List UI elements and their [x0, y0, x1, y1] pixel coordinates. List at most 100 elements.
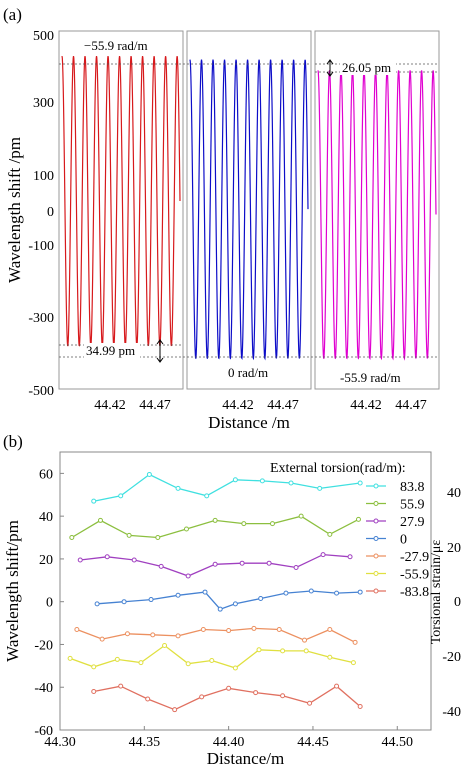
data-point — [226, 685, 232, 691]
x-tick-label: 44.47 — [395, 398, 427, 413]
series-27.9 — [77, 552, 353, 579]
data-point — [327, 654, 333, 660]
data-point — [253, 690, 259, 696]
legend-entry: 27.9 — [366, 515, 425, 530]
panel-b-x-axis-label: Distance/m — [207, 749, 284, 768]
panel-b-right-ticks: 40 20 0 -20 -40 — [442, 486, 461, 720]
series--27.9 — [74, 625, 358, 645]
data-point — [175, 633, 181, 639]
y-tick-label: 40 — [39, 510, 53, 525]
panel-a-y-axis-label: Wavelength shift /pm — [5, 137, 24, 283]
annotation-bg — [84, 343, 140, 358]
y-tick-label: -300 — [28, 311, 54, 326]
panel-b-series — [67, 471, 363, 713]
series-line — [97, 590, 361, 610]
data-point — [94, 601, 100, 607]
data-point — [280, 648, 286, 654]
data-point — [148, 597, 154, 603]
legend-marker — [373, 588, 379, 594]
data-point — [212, 517, 218, 523]
data-point — [347, 554, 353, 560]
legend-marker — [373, 571, 379, 576]
torsion-label-left: −55.9 rad/m — [84, 38, 148, 53]
data-point — [352, 639, 358, 645]
data-point — [350, 660, 356, 666]
data-point — [280, 693, 286, 699]
right-tick-label: 20 — [447, 541, 461, 556]
x-tick-label: 44.45 — [297, 735, 329, 750]
legend-entry: -83.8 — [366, 585, 429, 600]
data-point — [121, 599, 127, 605]
shift-label-34-99: 34.99 pm — [86, 343, 135, 358]
legend-entry: -55.9 — [366, 568, 429, 583]
x-tick-label: 44.50 — [382, 735, 414, 750]
torsion-label-middle: 0 rad/m — [228, 365, 268, 380]
data-point — [145, 696, 151, 702]
data-point — [288, 480, 294, 486]
data-point — [307, 700, 313, 706]
legend-marker — [373, 536, 379, 541]
x-tick-label: 44.47 — [139, 398, 171, 413]
legend-entry: 83.8 — [366, 480, 425, 495]
data-point — [199, 694, 205, 700]
data-point — [259, 478, 265, 484]
legend-label: -83.8 — [400, 585, 429, 600]
legend-entry: 0 — [366, 533, 407, 548]
data-point — [232, 601, 238, 607]
shift-label-26-05: 26.05 pm — [342, 60, 391, 75]
data-point — [150, 632, 156, 638]
subplot-middle-frame — [186, 30, 312, 390]
wave-line-right — [317, 70, 437, 361]
y-tick-label: 300 — [33, 96, 54, 111]
data-point — [212, 561, 218, 567]
data-point — [138, 660, 144, 666]
data-point — [327, 531, 333, 537]
panel-b-label: (b) — [3, 432, 23, 451]
legend-label: -27.9 — [400, 550, 429, 565]
y-tick-label: 20 — [39, 553, 53, 568]
data-point — [131, 557, 137, 563]
y-tick-label: -500 — [28, 384, 54, 399]
legend-marker — [373, 483, 379, 489]
panel-a-arrows — [156, 59, 334, 363]
data-point — [269, 521, 275, 527]
data-point — [158, 563, 164, 569]
x-tick-label: 44.42 — [350, 398, 382, 413]
data-point — [91, 689, 97, 695]
panel-a-annotations: −55.9 rad/m 34.99 pm 0 rad/m 26.05 pm -5… — [81, 38, 401, 385]
data-point — [217, 606, 223, 612]
x-tick-label: 44.35 — [129, 735, 161, 750]
data-point — [256, 647, 262, 653]
x-tick-label: 44.42 — [94, 398, 126, 413]
data-point — [232, 665, 238, 671]
data-point — [232, 477, 238, 483]
y-tick-label: 60 — [39, 467, 53, 482]
panel-a-y-ticks: 500 300 100 0 -100 -300 -500 — [28, 29, 54, 399]
x-tick-label: 44.47 — [267, 398, 299, 413]
x-tick-label: 44.40 — [213, 735, 245, 750]
series-83.8 — [91, 471, 363, 504]
legend-label: 83.8 — [400, 480, 425, 495]
arrow-heads — [326, 59, 334, 77]
series--55.9 — [67, 643, 356, 671]
y-tick-label: -20 — [34, 638, 53, 653]
series-line — [69, 644, 354, 669]
data-point — [175, 485, 181, 491]
data-point — [293, 564, 299, 570]
data-point — [320, 552, 326, 558]
wave-line-left — [61, 55, 181, 348]
data-point — [204, 493, 210, 499]
data-point — [104, 554, 110, 560]
data-point — [77, 557, 83, 563]
series-55.9 — [69, 513, 361, 541]
panel-a-x-ticks: 44.42 44.47 44.42 44.47 44.42 44.47 — [94, 398, 427, 413]
data-point — [162, 643, 168, 649]
data-point — [266, 560, 272, 566]
legend-marker — [373, 553, 379, 559]
data-point — [303, 648, 309, 654]
data-point — [357, 703, 363, 709]
series--83.8 — [91, 683, 363, 713]
data-point — [200, 626, 206, 632]
data-point — [226, 628, 232, 634]
